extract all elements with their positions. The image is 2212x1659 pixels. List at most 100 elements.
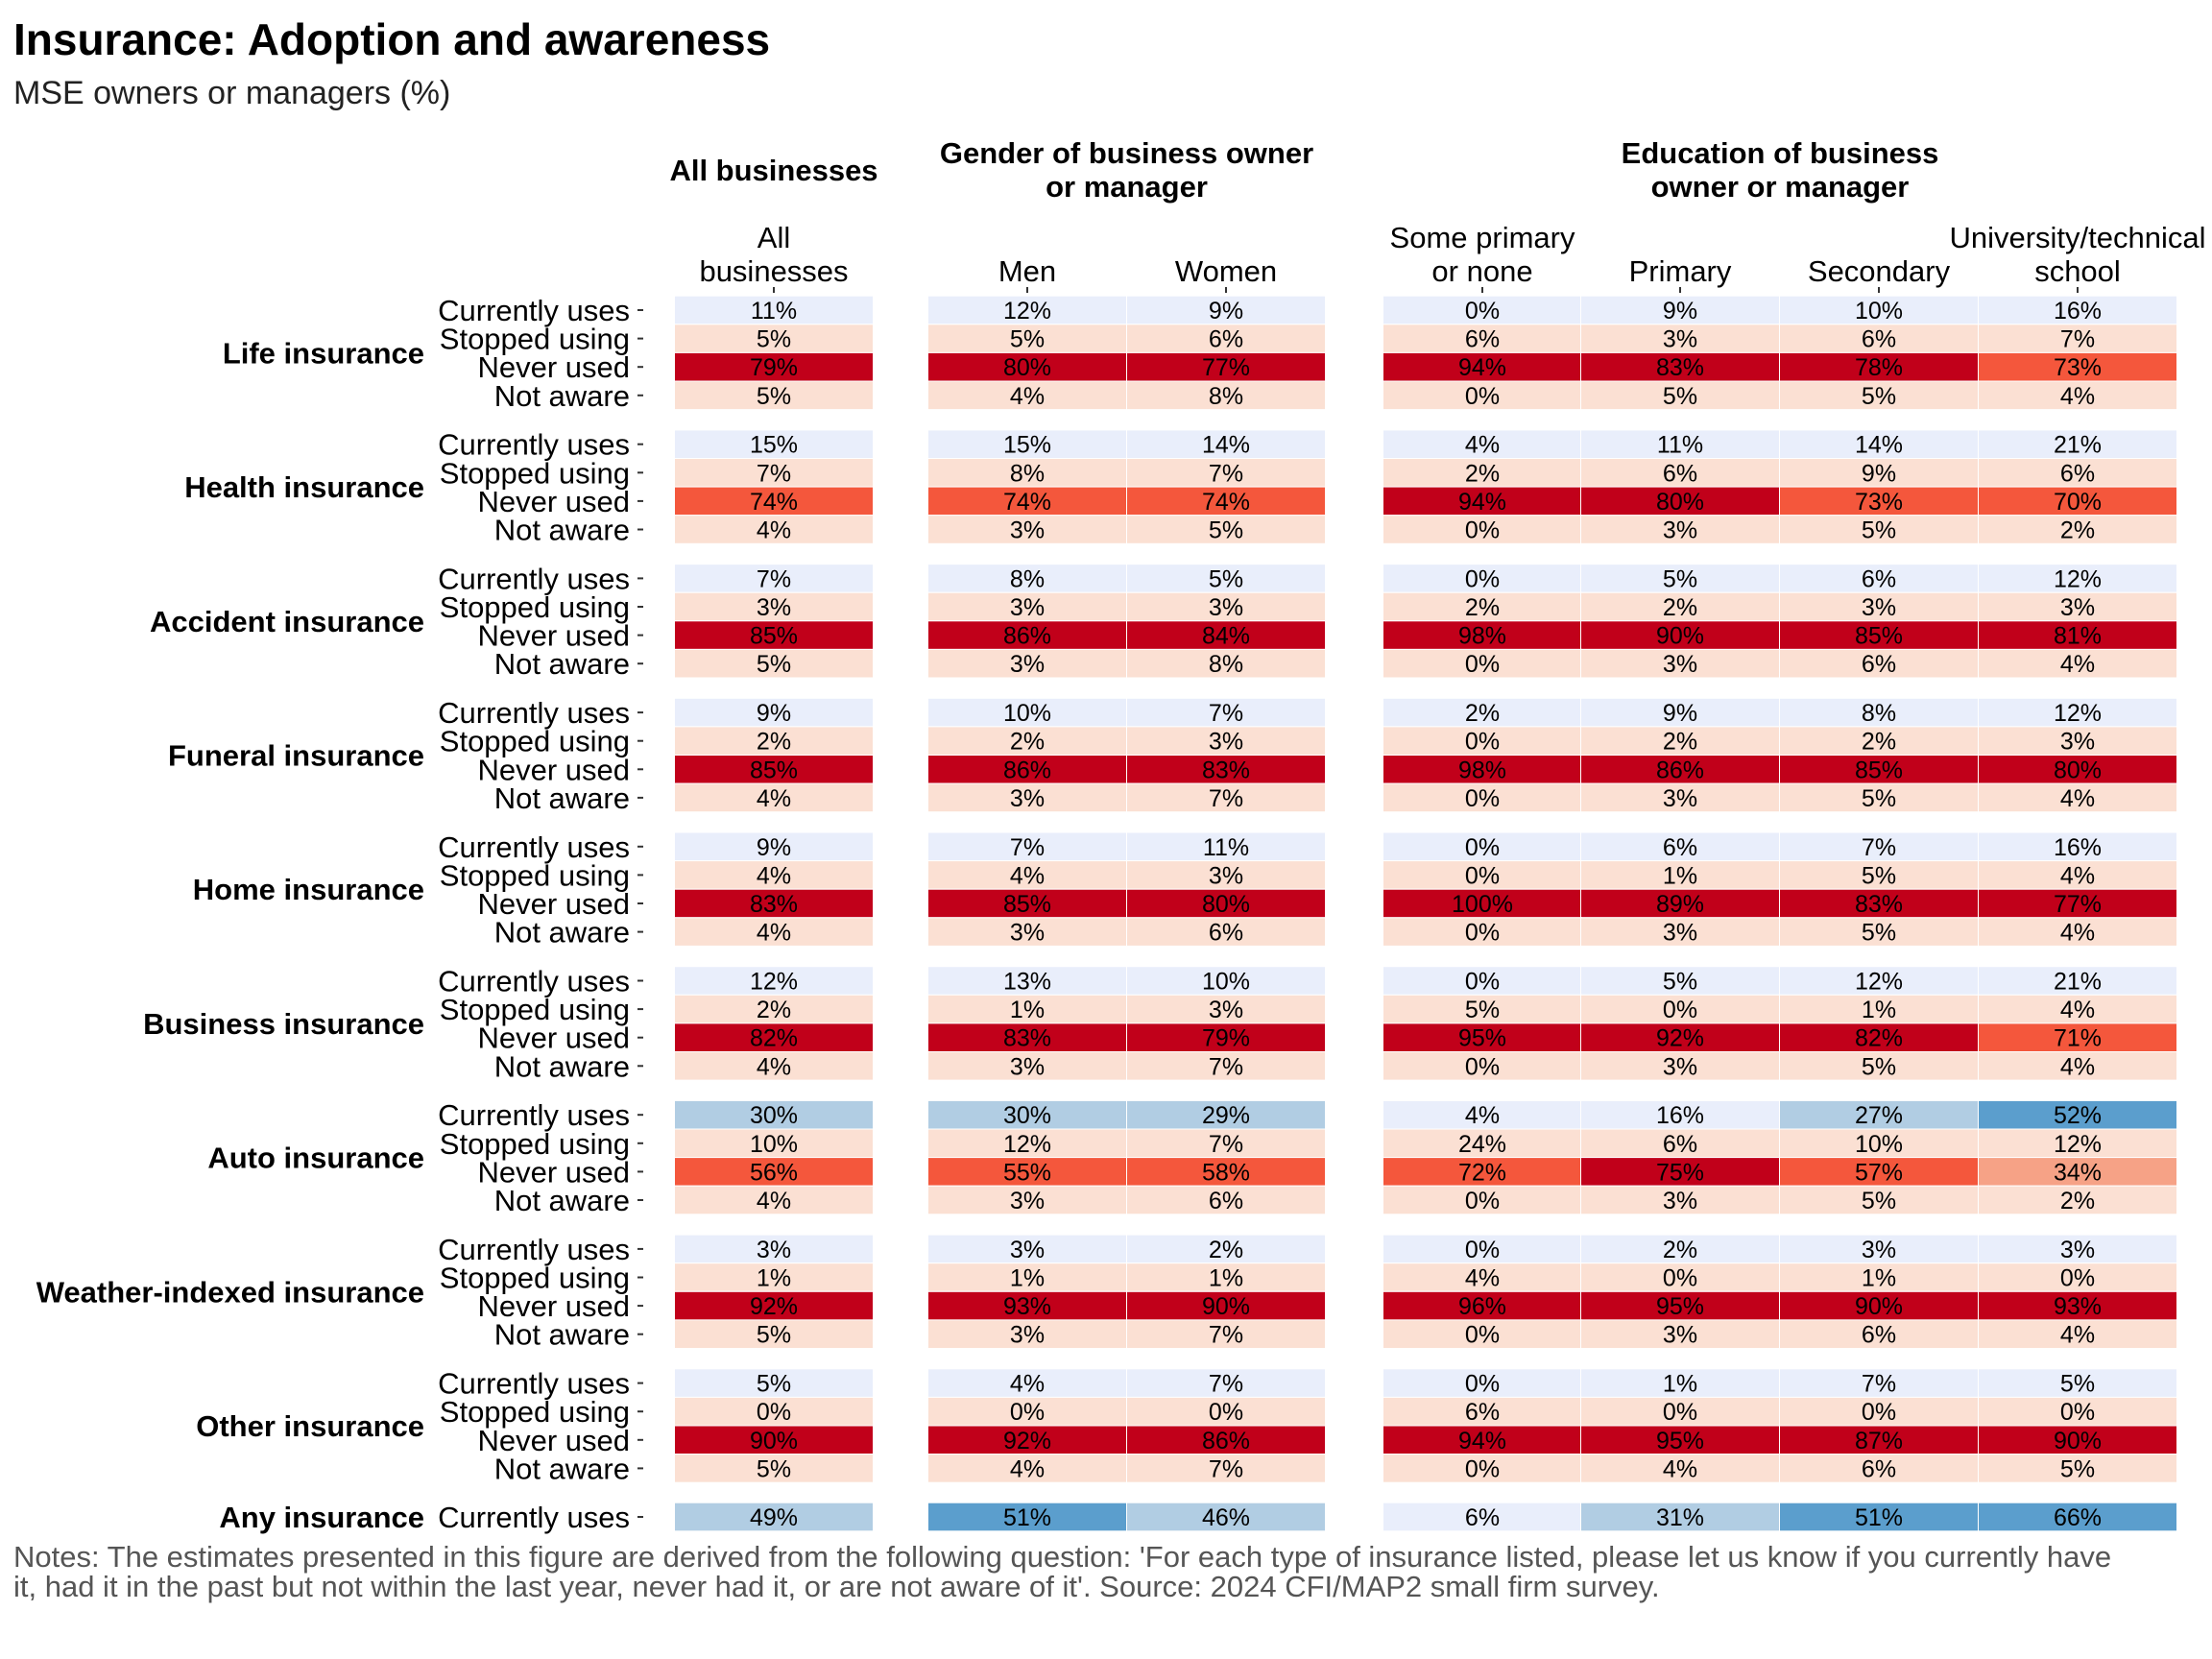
cell-value: 73% [1855,489,1903,516]
cell-value: 90% [1202,1293,1250,1320]
row-label: Not aware [494,1318,630,1352]
heatmap-cell [1126,295,1326,325]
cell-value: 2% [1663,594,1697,621]
cell-value: 30% [1003,1102,1051,1129]
heatmap-cell [927,966,1127,996]
cell-value: 94% [1458,489,1506,516]
heatmap-cell [1580,1099,1780,1130]
cell-value: 0% [1465,298,1500,325]
cell-value: 5% [1010,326,1045,353]
cell-value: 95% [1656,1293,1704,1320]
column-header: Women [1175,254,1277,288]
cell-value: 79% [750,354,798,381]
cell-value: 6% [1209,1188,1243,1214]
chart-title: Insurance: Adoption and awareness [13,14,771,64]
heatmap-cell [1978,1319,2177,1350]
cell-value: 77% [1202,354,1250,381]
cell-value: 84% [1202,623,1250,650]
column-header: Some primary [1390,221,1575,254]
heatmap-cell [927,782,1127,813]
heatmap-cell [674,591,874,622]
heatmap-cell [1382,1368,1582,1398]
cell-value: 3% [1010,785,1045,812]
cell-value: 3% [2060,729,2095,756]
cell-value: 24% [1458,1131,1506,1158]
cell-value: 3% [1663,651,1697,678]
cell-value: 77% [2054,891,2102,918]
cell-value: 80% [2054,757,2102,783]
heatmap-cell [1382,486,1582,517]
heatmap-cell [1779,994,1979,1024]
section-label: Health insurance [184,470,424,504]
heatmap-cell [927,295,1127,325]
cell-value: 0% [1465,1053,1500,1080]
heatmap-cell [1978,458,2177,488]
heatmap-cell [674,994,874,1024]
heatmap-cell [927,1502,1127,1532]
cell-value: 7% [1209,1322,1243,1349]
group-header: All businesses [669,154,878,187]
heatmap-cell [1580,486,1780,517]
heatmap-cell [1382,1234,1582,1264]
heatmap-cell [1978,351,2177,382]
heatmap-cell [674,351,874,382]
column-header: school [2034,254,2121,288]
heatmap-cell [1779,1454,1979,1483]
cell-value: 2% [1663,729,1697,756]
heatmap-cell [1126,755,1326,784]
heatmap-cell [927,831,1127,862]
cell-value: 12% [750,969,798,996]
cell-value: 29% [1202,1102,1250,1129]
cell-value: 16% [2054,834,2102,861]
cell-value: 83% [1656,354,1704,381]
cell-value: 16% [1656,1102,1704,1129]
cell-value: 3% [1209,862,1243,889]
heatmap-cell [1126,564,1326,593]
heatmap-cell [1580,1290,1780,1321]
cell-value: 12% [2054,1131,2102,1158]
heatmap-cell [927,1425,1127,1455]
heatmap-cell [927,917,1127,947]
cell-value: 4% [2060,1053,2095,1080]
heatmap-cell [1382,1157,1582,1187]
heatmap-cell [1978,620,2177,650]
cell-value: 16% [2054,298,2102,325]
cell-value: 9% [1862,460,1896,487]
cell-value: 3% [1663,1322,1697,1349]
heatmap-cell [1978,831,2177,862]
heatmap-cell [1978,1502,2177,1532]
heatmap-cell [1126,486,1326,517]
cell-value: 4% [757,517,791,544]
cell-value: 4% [2060,1322,2095,1349]
section-label: Accident insurance [150,605,424,638]
heatmap-cell [927,620,1127,650]
cell-value: 5% [1862,920,1896,947]
cell-value: 10% [1855,298,1903,325]
heatmap-cell [927,1128,1127,1159]
cell-value: 71% [2054,1025,2102,1052]
heatmap-cell [1779,1425,1979,1455]
heatmap-cell [674,1051,874,1081]
cell-value: 9% [757,700,791,727]
heatmap-cell [1978,1262,2177,1292]
heatmap-cell [1382,1128,1582,1159]
heatmap-cell [927,1234,1127,1264]
heatmap-cell [1978,486,2177,517]
cell-value: 7% [1862,834,1896,861]
cell-value: 4% [2060,997,2095,1023]
cell-value: 3% [1010,1188,1045,1214]
cell-value: 3% [1010,1053,1045,1080]
heatmap-cell [674,380,874,411]
heatmap-cell [1580,966,1780,996]
cell-value: 4% [1010,1371,1045,1398]
heatmap-cell [1580,324,1780,353]
heatmap-cell [674,1157,874,1187]
cell-value: 0% [1209,1399,1243,1426]
column-header: or none [1431,254,1532,288]
heatmap-cell [1978,1368,2177,1398]
section-label: Weather-indexed insurance [36,1275,424,1309]
heatmap-cell [674,782,874,813]
heatmap-cell [1580,1262,1780,1292]
heatmap-cell [1978,564,2177,593]
cell-value: 0% [1465,651,1500,678]
